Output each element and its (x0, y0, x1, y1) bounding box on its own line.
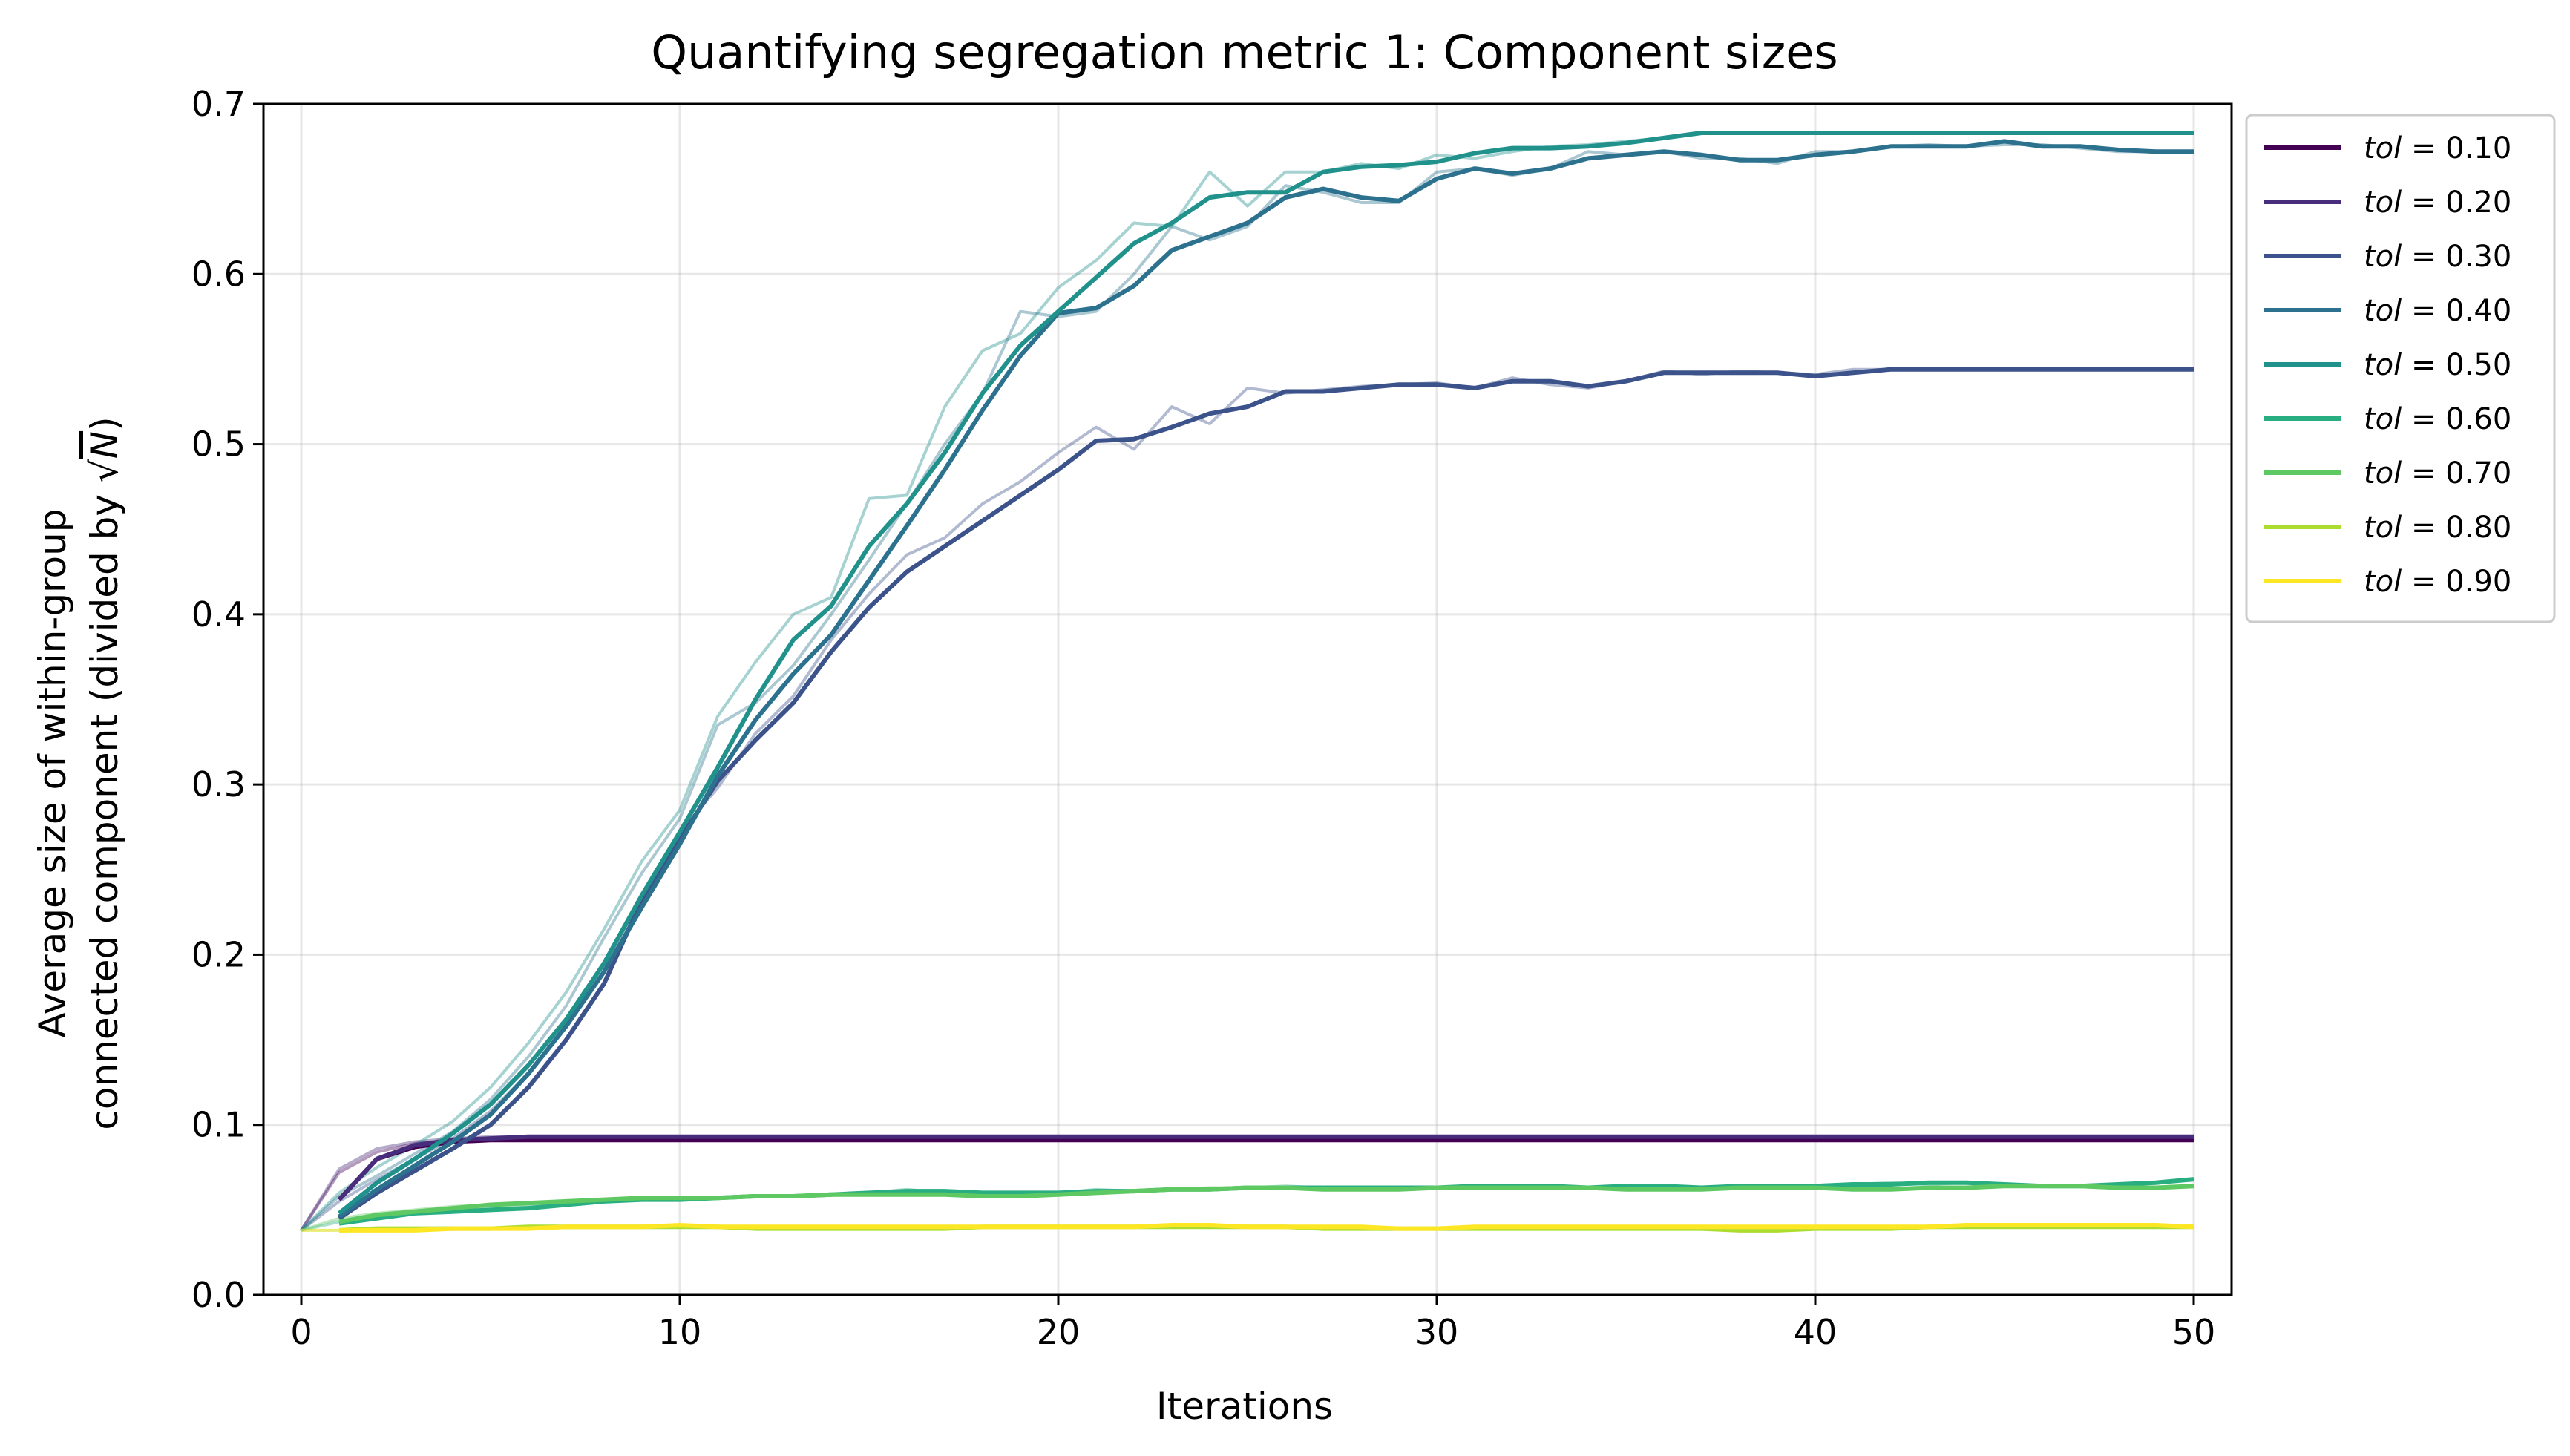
y-axis-label: Average size of within-group connected c… (31, 416, 126, 1129)
y-axis-label-suffix: ) (83, 416, 126, 431)
legend-entry-label: tol = 0.90 (2364, 565, 2511, 599)
x-axis-label: Iterations (1156, 1385, 1333, 1428)
y-axis-label-sqrt-var: N (83, 431, 126, 459)
y-axis-label-sqrt-symbol: √ (83, 459, 126, 482)
legend-entry-label: tol = 0.50 (2364, 348, 2511, 382)
y-axis-label-line-2: connected component (divided by √N) (83, 416, 126, 1129)
y-tick-label: 0.1 (191, 1105, 246, 1145)
x-tick-label: 10 (658, 1312, 702, 1352)
x-tick-label: 0 (290, 1312, 312, 1352)
x-tick-label: 20 (1037, 1312, 1081, 1352)
series-line (339, 1223, 2194, 1233)
series-line (338, 131, 2194, 1216)
legend-entry-label: tol = 0.20 (2364, 186, 2511, 220)
legend-entry-label: tol = 0.10 (2364, 131, 2511, 165)
y-tick-label: 0.4 (191, 594, 246, 634)
smoothed-series-lines (337, 131, 2194, 1233)
y-tick-label: 0.0 (191, 1275, 246, 1315)
chart-title: Quantifying segregation metric 1: Compon… (651, 25, 1838, 79)
series-line (338, 367, 2194, 1221)
x-tick-label: 40 (1794, 1312, 1838, 1352)
legend: tol = 0.10 tol = 0.20 tol = 0.30 tol = 0.40… (2245, 114, 2556, 623)
y-tick-label: 0.3 (191, 764, 246, 804)
legend-entry-label: tol = 0.40 (2364, 294, 2511, 328)
series-line (338, 139, 2194, 1219)
y-tick-label: 0.7 (191, 84, 246, 124)
y-axis-label-line-1: Average size of within-group (31, 508, 74, 1037)
plot-area-frame (262, 102, 2233, 1296)
y-tick-label: 0.2 (191, 934, 246, 974)
axis-ticks: 0 10 20 30 40 50 0.0 0.1 0.2 0.3 0.4 0.5 0.6 0.7 (191, 84, 2215, 1352)
x-tick-label: 50 (2172, 1312, 2216, 1352)
y-tick-label: 0.5 (191, 424, 246, 465)
legend-entry-label: tol = 0.70 (2364, 456, 2511, 491)
legend-box (2245, 114, 2556, 623)
series-line (337, 1138, 2194, 1201)
y-axis-label-prefix: connected component (divided by (83, 482, 126, 1129)
legend-entry-label: tol = 0.60 (2364, 402, 2511, 436)
series-line (338, 1184, 2194, 1224)
y-tick-label: 0.6 (191, 254, 246, 294)
legend-entry-label: tol = 0.80 (2364, 511, 2511, 545)
x-tick-label: 30 (1415, 1312, 1459, 1352)
legend-entry-label: tol = 0.30 (2364, 240, 2511, 274)
series-line (337, 1134, 2194, 1201)
